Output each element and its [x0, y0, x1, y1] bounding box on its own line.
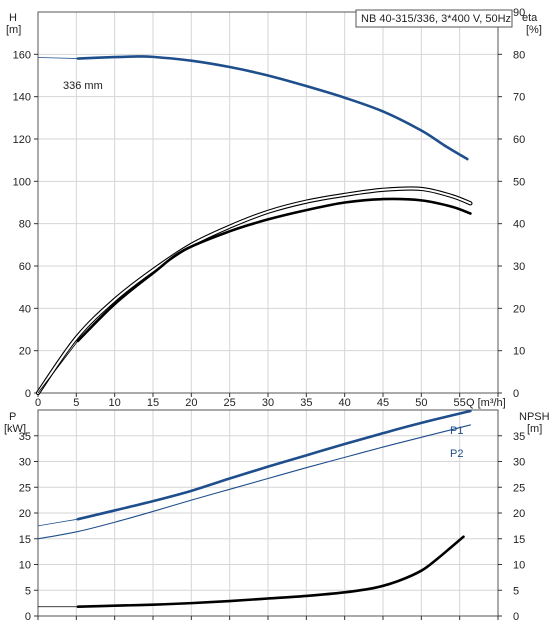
top-left-tick-label: 40	[19, 303, 31, 315]
x-tick-label: 55	[454, 397, 466, 409]
top-right-tick-label: 30	[513, 261, 525, 273]
efficiency-curve-pump-inner	[37, 187, 472, 394]
series-label-p1: P1	[450, 425, 463, 437]
bottom-panel-axes: 0 5 10 15 20 25 30 35 0 5 10 15 20 25 30 35	[19, 409, 525, 623]
efficiency-curve-total	[76, 197, 472, 343]
top-right-axis-label: eta	[522, 12, 538, 24]
x-tick-label: 5	[73, 397, 79, 409]
bottom-panel-series	[37, 409, 472, 609]
bottom-right-axis-label: NPSH	[519, 411, 550, 423]
bottom-panel-grid	[38, 410, 498, 616]
efficiency-curve-pump-outer	[35, 186, 473, 396]
bottom-left-tick-label: 20	[19, 508, 31, 520]
top-left-tick-label: 100	[13, 176, 31, 188]
bottom-left-axis-label: P	[9, 411, 16, 423]
x-tick-label: 35	[300, 397, 312, 409]
bottom-right-tick-label: 35	[513, 431, 525, 443]
bottom-left-tick-label: 35	[19, 431, 31, 443]
chart-title: NB 40-315/336, 3*400 V, 50Hz	[361, 13, 511, 25]
power-curve-p2	[37, 424, 471, 540]
top-left-axis-unit: [m]	[6, 24, 21, 36]
bottom-right-tick-label: 25	[513, 482, 525, 494]
bottom-right-tick-label: 0	[513, 611, 519, 623]
bottom-right-tick-label: 20	[513, 508, 525, 520]
top-right-axis-unit: [%]	[526, 24, 542, 36]
top-right-tick-label: 0	[513, 388, 519, 400]
bottom-left-tick-label: 0	[25, 611, 31, 623]
power-curve-p1-thin-extension	[37, 518, 78, 527]
bottom-left-tick-label: 15	[19, 534, 31, 546]
x-tick-label: 0	[35, 397, 41, 409]
top-panel-axes: 0 5 10 15 20 25 30 35 40 45 50 55020406080100120140…	[13, 7, 526, 409]
curve-annotation-336mm: 336 mm	[63, 80, 103, 92]
head-curve-336mm-thin-extension	[37, 57, 78, 59]
efficiency-curve-total-thin-extension	[37, 340, 79, 394]
x-tick-label: 40	[339, 397, 351, 409]
bottom-left-tick-label: 5	[25, 585, 31, 597]
top-right-tick-label: 70	[513, 92, 525, 104]
top-right-tick-label: 10	[513, 346, 525, 358]
x-tick-label: 30	[262, 397, 274, 409]
x-tick-label: 45	[377, 397, 389, 409]
top-left-tick-label: 80	[19, 219, 31, 231]
x-tick-label: 15	[147, 397, 159, 409]
top-panel-series	[35, 55, 473, 396]
top-right-tick-label: 40	[513, 219, 525, 231]
x-tick-label: 10	[109, 397, 121, 409]
bottom-right-tick-label: 30	[513, 457, 525, 469]
top-right-tick-label: 80	[513, 49, 525, 61]
top-left-tick-label: 140	[13, 92, 31, 104]
x-axis-label: Q [m³/h]	[466, 397, 506, 409]
top-left-axis-label: H	[9, 12, 17, 24]
bottom-right-tick-label: 10	[513, 560, 525, 572]
x-tick-label: 20	[185, 397, 197, 409]
top-right-tick-label: 20	[513, 303, 525, 315]
bottom-right-tick-label: 5	[513, 585, 519, 597]
x-tick-label: 25	[224, 397, 236, 409]
top-left-tick-label: 160	[13, 49, 31, 61]
bottom-right-axis-unit: [m]	[527, 423, 542, 435]
x-tick-label: 50	[415, 397, 427, 409]
head-curve-336mm	[76, 55, 469, 161]
bottom-left-tick-label: 25	[19, 482, 31, 494]
bottom-left-tick-label: 30	[19, 457, 31, 469]
top-right-tick-label: 50	[513, 176, 525, 188]
bottom-left-axis-unit: [kW]	[4, 423, 26, 435]
bottom-right-tick-label: 15	[513, 534, 525, 546]
power-curve-p1	[76, 409, 472, 521]
bottom-left-tick-label: 10	[19, 560, 31, 572]
top-right-tick-label: 60	[513, 134, 525, 146]
top-left-tick-label: 120	[13, 134, 31, 146]
top-left-tick-label: 20	[19, 346, 31, 358]
top-right-tick-label: 90	[513, 7, 525, 19]
top-left-tick-label: 0	[25, 388, 31, 400]
series-label-p2: P2	[450, 448, 463, 460]
chart-title-box	[355, 9, 513, 28]
npsh-curve	[76, 535, 465, 609]
top-left-tick-label: 60	[19, 261, 31, 273]
